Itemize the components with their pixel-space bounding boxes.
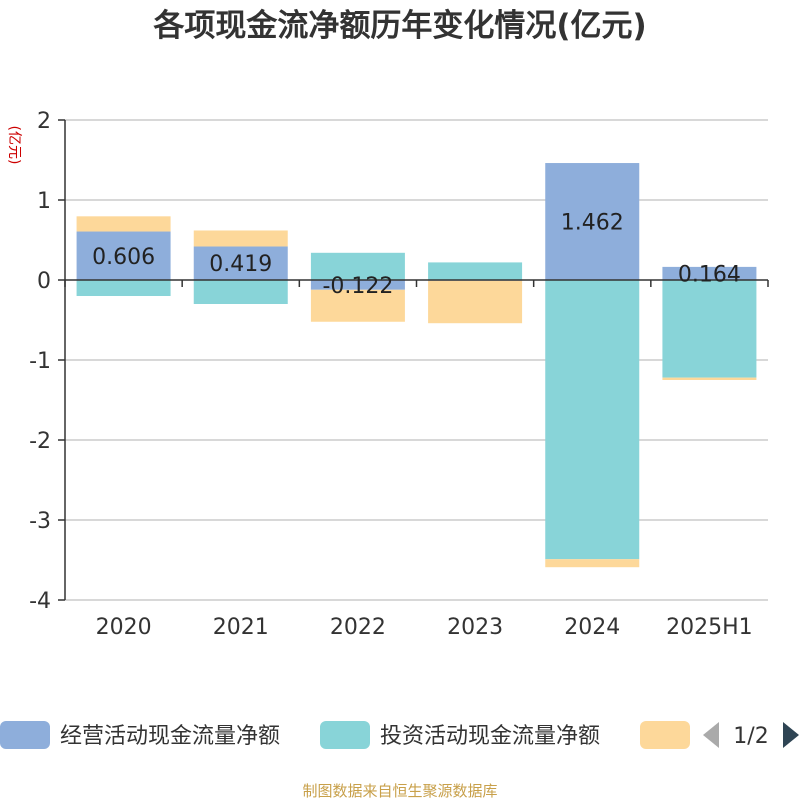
bar-series3-2020[interactable]: [76, 216, 171, 232]
data-label: 1.462: [561, 211, 624, 236]
bar-series1-2022[interactable]: [310, 280, 405, 290]
legend-label-1[interactable]: 经营活动现金流量净额: [60, 724, 280, 749]
x-tick-label: 2021: [213, 615, 269, 640]
chart-title: 各项现金流净额历年变化情况(亿元): [152, 8, 646, 44]
x-tick-label: 2024: [564, 615, 620, 640]
y-tick-label: -3: [29, 509, 51, 534]
bar-series3-2025H1[interactable]: [662, 377, 757, 380]
x-tick-label: 2023: [447, 615, 503, 640]
axes: 2 1 0 -1 -2 -3 -4 2020 2021 2022 2023 2024 2025H1: [29, 109, 769, 640]
x-tick-label: 2022: [330, 615, 386, 640]
data-label: -0.122: [322, 274, 393, 299]
data-label: 0.606: [92, 245, 155, 270]
grid: [65, 119, 768, 601]
source-note: 制图数据来自恒生聚源数据库: [302, 782, 497, 800]
bar-series2-2020[interactable]: [76, 280, 171, 296]
y-tick-label: -2: [29, 429, 51, 454]
y-tick-label: -4: [29, 589, 51, 614]
bar-series3-2023[interactable]: [428, 280, 523, 324]
y-tick-label: 2: [37, 109, 51, 134]
legend-swatch-1[interactable]: [0, 721, 50, 749]
bar-series2-2024[interactable]: [545, 280, 640, 560]
legend-label-2[interactable]: 投资活动现金流量净额: [380, 724, 600, 749]
bar-series1-2020[interactable]: [76, 231, 171, 280]
y-tick-label: 1: [37, 189, 51, 214]
legend-next-icon[interactable]: [783, 722, 799, 748]
bars: [76, 163, 757, 568]
legend-page-indicator: 1/2: [733, 724, 768, 749]
data-label: 0.419: [209, 252, 272, 277]
legend-prev-icon[interactable]: [703, 722, 719, 748]
bar-series2-2025H1[interactable]: [662, 280, 757, 378]
x-tick-label: 2025H1: [666, 615, 753, 640]
bar-series1-2025H1[interactable]: [662, 266, 757, 280]
data-label: 0.164: [678, 262, 741, 287]
legend-swatch-3[interactable]: [640, 721, 690, 749]
legend: 经营活动现金流量净额 投资活动现金流量净额 1/2: [0, 721, 799, 749]
bar-series2-2021[interactable]: [193, 280, 288, 304]
legend-swatch-2[interactable]: [320, 721, 370, 749]
bar-series3-2021[interactable]: [193, 230, 288, 247]
bar-series2-2023[interactable]: [428, 262, 523, 280]
data-labels: 0.606 0.419 -0.122 1.462 0.164: [92, 211, 741, 299]
y-axis-label: (亿元): [6, 126, 22, 165]
y-tick-label: 0: [37, 269, 51, 294]
bar-series1-2021[interactable]: [193, 246, 288, 280]
x-tick-label: 2020: [96, 615, 152, 640]
bar-series3-2022[interactable]: [310, 289, 405, 322]
bar-series3-2024[interactable]: [545, 559, 640, 568]
bar-series1-2024[interactable]: [545, 163, 640, 280]
bar-series2-2022[interactable]: [310, 252, 405, 280]
y-tick-label: -1: [29, 349, 51, 374]
